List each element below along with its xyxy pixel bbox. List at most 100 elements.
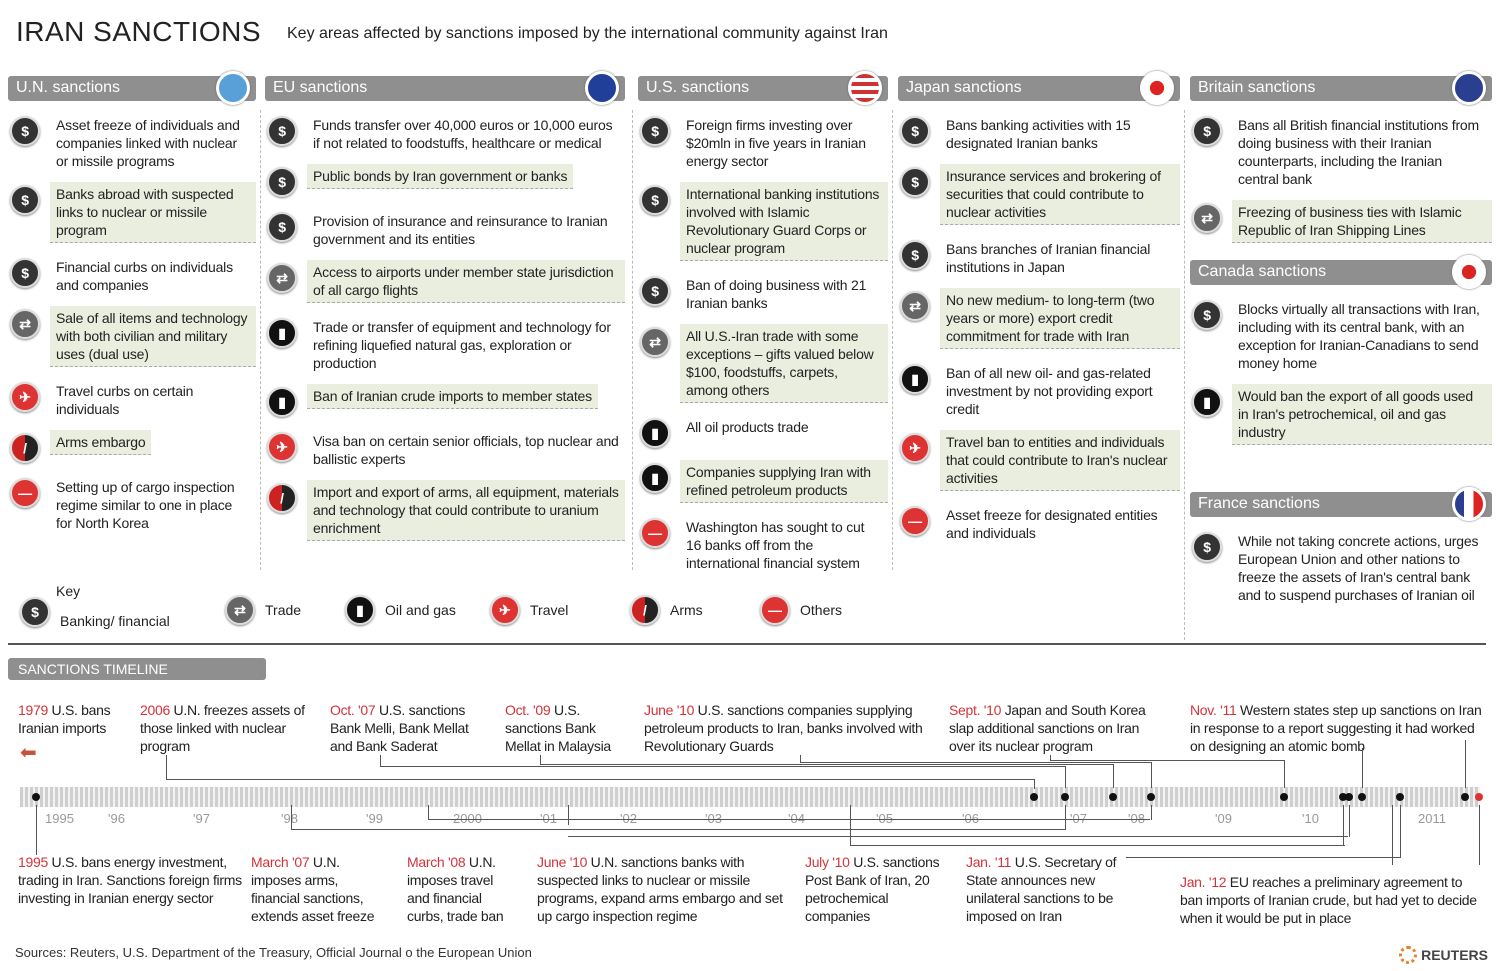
timeline-event-marker[interactable]: [32, 793, 40, 801]
timeline-event-marker[interactable]: [1061, 793, 1069, 801]
sanction-text: Trade or transfer of equipment and techn…: [313, 319, 611, 371]
sanction-item: ▮ Companies supplying Iran with refined p…: [638, 460, 888, 507]
column-header-un: U.N. sanctions: [8, 71, 256, 105]
timeline-event: July '10 U.S. sanctions Post Bank of Ira…: [805, 853, 945, 925]
timeline-event-marker[interactable]: [1109, 793, 1117, 801]
timeline-connector: [166, 755, 167, 780]
sanction-item: ▮ Ban of all new oil- and gas-related inv…: [898, 361, 1180, 422]
divider: [1184, 110, 1185, 640]
timeline-connector: [291, 829, 1065, 830]
timeline-connector: [1050, 755, 1051, 761]
others-icon: —: [640, 518, 670, 548]
timeline-connector: [850, 845, 1345, 846]
reuters-logo-icon: [1399, 946, 1418, 964]
timeline-connector: [1349, 805, 1350, 837]
timeline-connector: [1126, 857, 1400, 858]
timeline-event-marker[interactable]: [1475, 793, 1483, 801]
sanction-item: — Washington has sought to cut 16 banks o…: [638, 515, 888, 576]
year-label: '01: [540, 811, 557, 826]
canada-flag-icon: [1452, 255, 1486, 289]
sanction-text: While not taking concrete actions, urges…: [1238, 533, 1479, 603]
legend-item-trade: ⇄ Trade: [223, 595, 301, 625]
sanction-text: Travel curbs on certain individuals: [56, 383, 194, 417]
sanction-text: No new medium- to long-term (two years o…: [940, 288, 1180, 349]
event-text: U.S. sanctions companies supplying petro…: [644, 702, 923, 754]
timeline-event: Oct. '07 U.S. sanctions Bank Melli, Bank…: [330, 701, 490, 755]
legend-item-arms: / Arms: [628, 595, 703, 625]
sanction-text: All U.S.-Iran trade with some exceptions…: [680, 324, 888, 403]
timeline-connector: [380, 766, 1065, 767]
trade-icon: ⇄: [900, 291, 930, 321]
sanction-item: $ Blocks virtually all transactions with …: [1190, 297, 1492, 376]
year-label: '98: [281, 811, 298, 826]
sanction-item: ▮ All oil products trade: [638, 415, 888, 452]
divider: [260, 110, 261, 570]
sanction-text: Ban of doing business with 21 Iranian ba…: [686, 277, 867, 311]
timeline-connector: [1392, 805, 1393, 865]
timeline-connector: [1034, 779, 1035, 789]
event-text: U.S. sanctions Bank Mellat in Malaysia: [505, 702, 611, 754]
banking-icon: $: [10, 258, 40, 288]
sanction-item: $ Provision of insurance and reinsurance …: [265, 209, 625, 252]
legend-label: Travel: [530, 602, 569, 618]
others-icon: —: [10, 478, 40, 508]
timeline-connector: [1479, 805, 1480, 865]
travel-icon: ✈: [10, 382, 40, 412]
sanction-text: Asset freeze for designated entities and…: [946, 507, 1158, 541]
sanction-item: ▮ Ban of Iranian crude imports to member …: [265, 384, 625, 421]
timeline-event-marker[interactable]: [1396, 793, 1404, 801]
event-date: June '10: [644, 702, 695, 718]
timeline-connector: [1050, 760, 1284, 761]
column-title: EU sanctions: [273, 79, 368, 96]
timeline-event: Jan. '12 EU reaches a preliminary agreem…: [1180, 873, 1480, 927]
sanction-text: Washington has sought to cut 16 banks of…: [686, 519, 865, 571]
timeline-event: Sept. '10 Japan and South Korea slap add…: [949, 701, 1164, 755]
year-label: '04: [788, 811, 805, 826]
timeline-event-marker[interactable]: [1030, 793, 1038, 801]
timeline-event: Jan. '11 U.S. Secretary of State announc…: [966, 853, 1126, 925]
sources: Sources: Reuters, U.S. Department of the…: [15, 945, 532, 960]
year-label: '08: [1128, 811, 1145, 826]
sanction-text: Would ban the export of all goods used i…: [1232, 384, 1492, 445]
timeline-event-marker[interactable]: [1280, 793, 1288, 801]
oil-icon: ▮: [345, 595, 375, 625]
timeline-connector: [540, 764, 1113, 765]
trade-icon: ⇄: [267, 263, 297, 293]
timeline-event-marker[interactable]: [1339, 793, 1347, 801]
sanction-text: Insurance services and brokering of secu…: [940, 164, 1180, 225]
banking-icon: $: [900, 240, 930, 270]
banking-icon: $: [1192, 532, 1222, 562]
timeline-event-marker[interactable]: [1461, 793, 1469, 801]
others-icon: —: [760, 595, 790, 625]
legend-item-others: — Others: [758, 595, 842, 625]
legend-title: Key: [56, 583, 81, 599]
timeline-event-marker[interactable]: [1358, 793, 1366, 801]
year-label: 2011: [1418, 811, 1446, 826]
timeline-event: 1979 U.S. bans Iranian imports: [18, 701, 118, 737]
timeline-event-marker[interactable]: [1147, 793, 1155, 801]
banking-icon: $: [640, 276, 670, 306]
timeline-connector: [1284, 760, 1285, 788]
sanctions-column-canada: Canada sanctions $ Blocks virtually all tr…: [1190, 255, 1492, 457]
trade-icon: ⇄: [10, 309, 40, 339]
column-title: Japan sanctions: [906, 79, 1022, 96]
oil-icon: ▮: [640, 463, 670, 493]
banking-icon: $: [1192, 116, 1222, 146]
sanction-item: / Arms embargo: [8, 430, 256, 467]
sanction-item: $ Financial curbs on individuals and comp…: [8, 255, 256, 298]
timeline-connector: [568, 805, 569, 825]
timeline-event: 2006 U.N. freezes assets of those linked…: [140, 701, 315, 755]
sanctions-column-japan: Japan sanctions $ Bans banking activities …: [898, 71, 1180, 554]
timeline-connector: [166, 779, 1034, 780]
sanction-item: / Import and export of arms, all equipmen…: [265, 480, 625, 545]
timeline-event-marker[interactable]: [1345, 793, 1353, 801]
year-label: '05: [876, 811, 893, 826]
year-label: '99: [366, 811, 383, 826]
event-date: July '10: [805, 854, 850, 870]
banking-icon: $: [267, 116, 297, 146]
sanction-item: $ Bans branches of Iranian financial inst…: [898, 237, 1180, 280]
year-label: '03: [705, 811, 722, 826]
event-date: Sept. '10: [949, 702, 1002, 718]
sanction-item: $ Insurance services and brokering of sec…: [898, 164, 1180, 229]
reuters-logo: REUTERS: [1399, 946, 1488, 964]
